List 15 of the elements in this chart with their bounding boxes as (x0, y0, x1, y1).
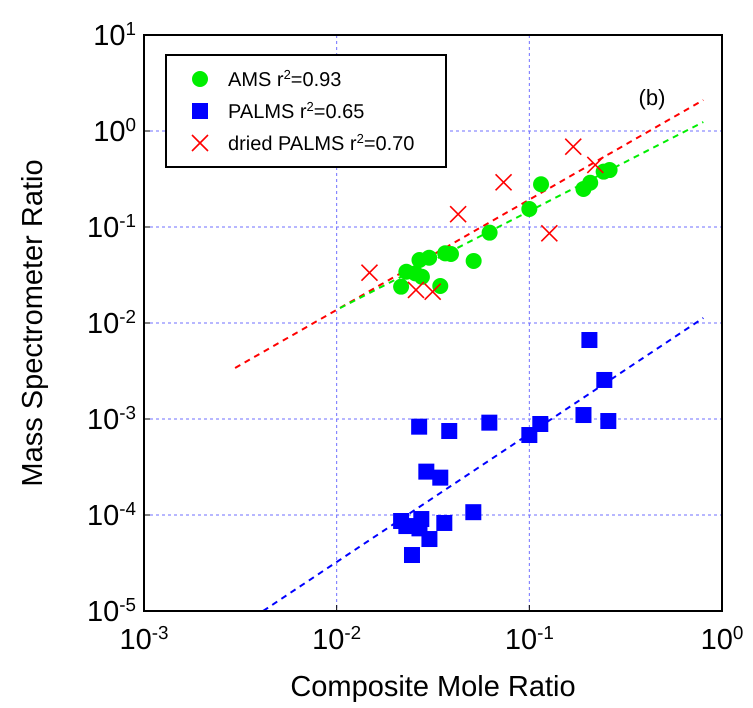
y-tick-label: 10$^{-3}$ (86, 402, 136, 436)
y-tick-label: 10$^{-1}$ (86, 210, 136, 244)
x-tick-label: 10$^{-2}$ (312, 622, 362, 656)
y-tick-label: 10$^{-4}$ (86, 498, 136, 532)
x-tick-label: 10$^{-1}$ (504, 622, 554, 656)
x-axis-title: Composite Mole Ratio (290, 671, 576, 703)
annotation: (b) (638, 85, 666, 110)
x-tick-label: 10$^{0}$ (700, 622, 744, 656)
legend-label: PALMS r$^{2}$=0.65 (228, 98, 364, 123)
legend-label: AMS r$^{2}$=0.93 (228, 66, 342, 91)
y-axis-title: Mass Spectrometer Ratio (17, 159, 49, 487)
y-tick-label: 10$^{0}$ (93, 114, 136, 148)
y-tick-label: 10$^{1}$ (93, 18, 136, 52)
legend-label: dried PALMS r$^{2}$=0.70 (228, 130, 414, 155)
y-tick-label: 10$^{-2}$ (86, 306, 136, 340)
